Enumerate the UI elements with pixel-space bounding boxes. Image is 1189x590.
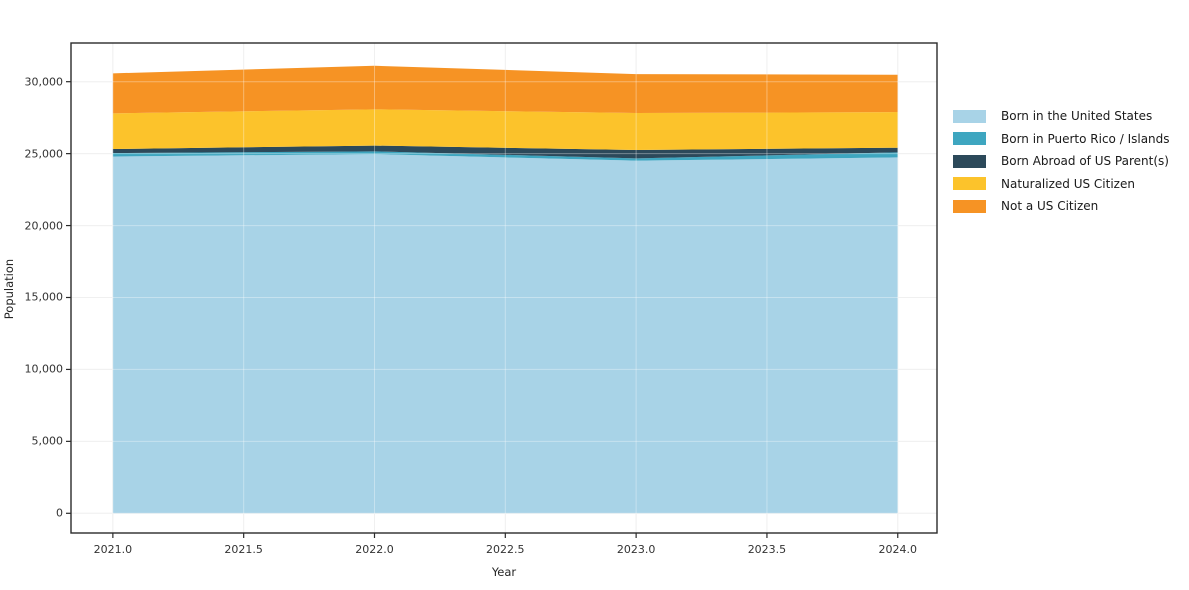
area-series-4 — [112, 65, 898, 114]
x-tick-label: 2024.0 — [878, 543, 918, 556]
legend-label: Born in the United States — [1001, 109, 1153, 124]
y-tick-label: 25,000 — [24, 147, 64, 161]
legend-item: Not a US Citizen — [953, 195, 1170, 218]
area-series-0 — [112, 154, 898, 514]
y-tick-label: 30,000 — [24, 75, 64, 89]
legend-swatch-icon — [953, 109, 986, 123]
legend-swatch-icon — [953, 132, 986, 146]
x-tick-label: 2022.5 — [486, 543, 525, 556]
x-tick-label: 2022.0 — [355, 543, 394, 556]
y-tick-label: 5,000 — [31, 434, 64, 448]
area-series-3 — [112, 109, 898, 151]
legend-item: Born Abroad of US Parent(s) — [953, 150, 1170, 173]
legend: Born in the United States Born in Puerto … — [953, 105, 1170, 218]
legend-label: Born in Puerto Rico / Islands — [1001, 131, 1170, 146]
legend-label: Born Abroad of US Parent(s) — [1001, 154, 1169, 169]
y-tick-label: 0 — [56, 506, 63, 520]
legend-swatch-icon — [953, 199, 986, 213]
y-tick-label: 10,000 — [24, 362, 64, 376]
area-series-2 — [112, 145, 898, 159]
x-tick-label: 2023.0 — [616, 543, 656, 556]
legend-item: Naturalized US Citizen — [953, 173, 1170, 196]
y-axis-label: Population — [2, 258, 16, 320]
x-axis-label: Year — [491, 565, 517, 579]
legend-swatch-icon — [953, 177, 986, 191]
legend-item: Born in the United States — [953, 105, 1170, 128]
legend-label: Not a US Citizen — [1001, 199, 1099, 214]
y-tick-label: 20,000 — [24, 219, 64, 233]
legend-label: Naturalized US Citizen — [1001, 176, 1135, 191]
x-tick-label: 2023.5 — [747, 543, 787, 556]
x-tick-label: 2021.5 — [224, 543, 263, 556]
plot-spines — [70, 42, 938, 534]
x-tick-label: 2021.0 — [93, 543, 133, 556]
y-tick-label: 15,000 — [24, 290, 64, 304]
area-series-1 — [112, 151, 898, 161]
legend-swatch-icon — [953, 154, 986, 168]
legend-item: Born in Puerto Rico / Islands — [953, 128, 1170, 151]
